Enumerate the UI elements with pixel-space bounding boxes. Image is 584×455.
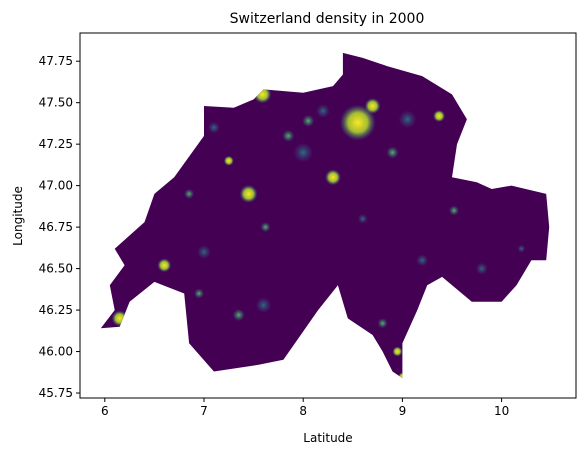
- density-hotspot: [398, 110, 417, 129]
- x-axis-label: Latitude: [303, 431, 352, 445]
- density-hotspot: [197, 245, 211, 259]
- density-hotspot: [325, 169, 341, 186]
- plot-border: [79, 32, 577, 399]
- y-tick-label: 47.75: [39, 54, 73, 68]
- y-tick-label: 45.75: [39, 386, 73, 400]
- density-hotspot: [416, 254, 429, 267]
- density-hotspot: [239, 185, 258, 203]
- density-hotspot: [357, 213, 368, 224]
- density-hotspot: [517, 244, 526, 253]
- density-hotspot: [282, 129, 295, 142]
- chart-title: Switzerland density in 2000: [230, 11, 425, 27]
- y-tick-label: 46.75: [39, 220, 73, 234]
- x-tick-label: 6: [101, 404, 109, 418]
- density-layer: [100, 52, 550, 379]
- density-hotspot: [194, 288, 204, 299]
- density-hotspot: [364, 98, 381, 114]
- density-hotspot: [316, 104, 330, 118]
- density-hotspot: [302, 114, 315, 127]
- y-axis: 45.75 46.00 46.25 46.50 46.75 47.00 47.25 47.50…: [39, 54, 80, 400]
- y-tick-label: 46.00: [39, 345, 73, 359]
- y-tick-label: 47.25: [39, 137, 73, 151]
- density-hotspot: [207, 121, 220, 134]
- density-hotspot: [449, 205, 459, 216]
- density-hotspot: [184, 188, 195, 199]
- y-tick-label: 47.00: [39, 179, 73, 193]
- x-tick-label: 7: [200, 404, 208, 418]
- country-shape: [100, 52, 550, 379]
- density-hotspot: [157, 258, 172, 273]
- density-hotspot: [293, 142, 314, 163]
- plot-area: [79, 32, 577, 399]
- density-hotspots: [111, 85, 526, 379]
- density-hotspot: [475, 262, 488, 275]
- density-hotspot: [255, 297, 272, 313]
- y-tick-label: 46.50: [39, 262, 73, 276]
- y-tick-label: 47.50: [39, 96, 73, 110]
- density-hotspot: [260, 222, 271, 233]
- density-hotspot: [433, 110, 446, 122]
- density-hotspot: [377, 318, 388, 329]
- density-hotspot: [232, 309, 245, 321]
- density-hotspot: [339, 104, 376, 141]
- x-tick-label: 9: [399, 404, 407, 418]
- y-axis-label: Longitude: [11, 186, 25, 246]
- x-tick-label: 8: [299, 404, 307, 418]
- density-hotspot: [392, 346, 403, 357]
- y-tick-label: 46.25: [39, 303, 73, 317]
- density-hotspot: [223, 155, 234, 166]
- x-axis: 6 7 8 9 10: [101, 398, 509, 418]
- density-hotspot: [386, 146, 399, 159]
- x-tick-label: 10: [494, 404, 509, 418]
